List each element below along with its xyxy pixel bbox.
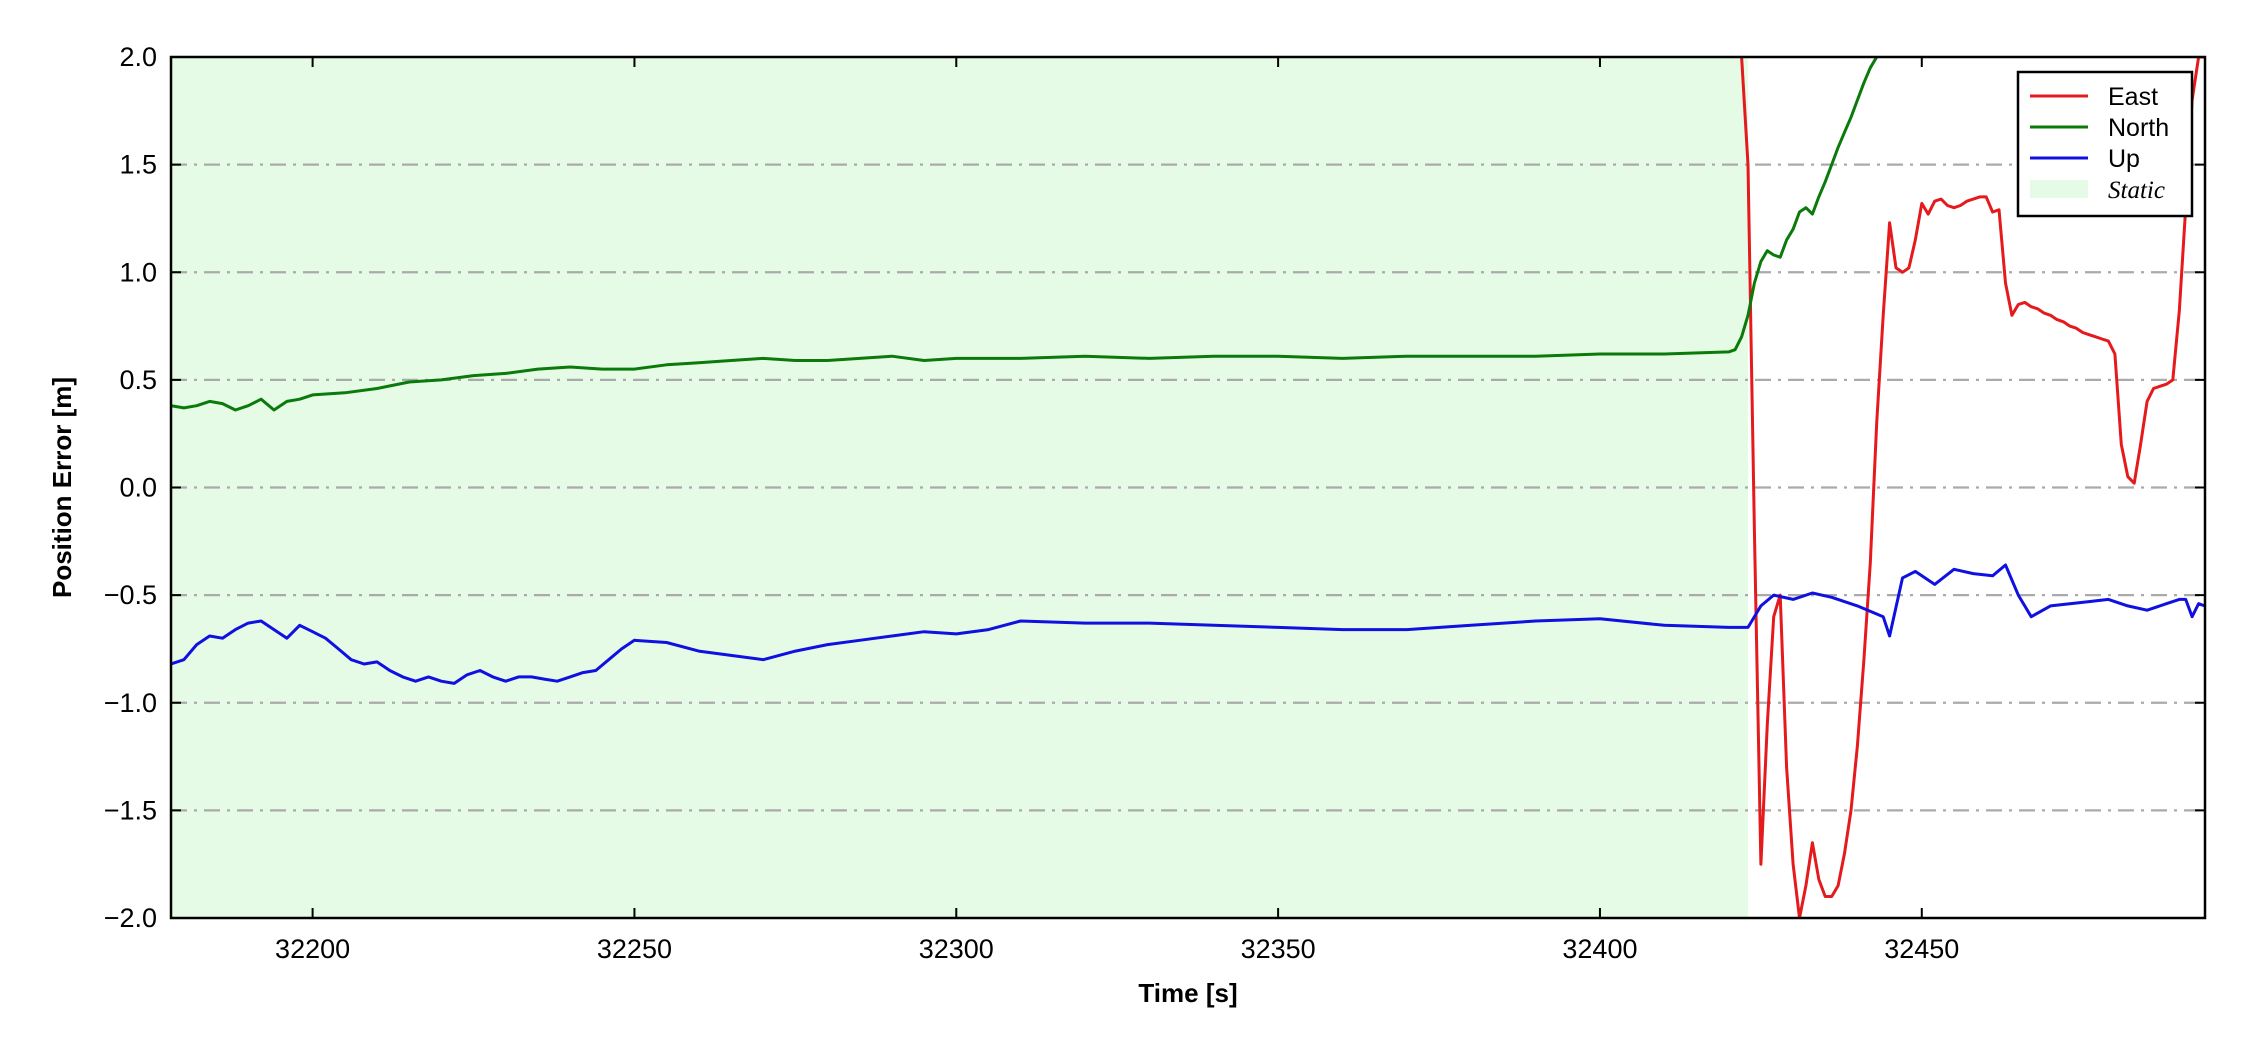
y-tick-label: 1.5 bbox=[119, 150, 157, 180]
y-tick-label: 0.5 bbox=[119, 365, 157, 395]
legend-swatch-static bbox=[2030, 180, 2088, 198]
legend: East North Up Static bbox=[2016, 70, 2194, 218]
x-tick-label: 32250 bbox=[597, 934, 672, 964]
y-tick-label: 2.0 bbox=[119, 42, 157, 72]
y-tick-label: −1.5 bbox=[104, 795, 157, 825]
static-region bbox=[171, 57, 1748, 918]
series-line-up bbox=[171, 563, 2205, 685]
series-line-east bbox=[1740, 57, 2205, 918]
x-tick-label: 32450 bbox=[1884, 934, 1959, 964]
x-axis-title: Time [s] bbox=[1138, 978, 1237, 1008]
legend-label-up: Up bbox=[2108, 145, 2140, 173]
x-tick-label: 32200 bbox=[275, 934, 350, 964]
legend-label-north: North bbox=[2108, 114, 2169, 142]
y-tick-label: 1.0 bbox=[119, 257, 157, 287]
y-tick-label: 0.0 bbox=[119, 473, 157, 503]
y-tick-label: −1.0 bbox=[104, 688, 157, 718]
legend-label-static: Static bbox=[2108, 177, 2165, 204]
series-line-north bbox=[171, 57, 1879, 412]
y-axis-title: Position Error [m] bbox=[47, 377, 77, 598]
y-tick-label: −0.5 bbox=[104, 580, 157, 610]
x-tick-label: 32350 bbox=[1241, 934, 1316, 964]
legend-label-east: East bbox=[2108, 83, 2158, 111]
x-tick-label: 32400 bbox=[1562, 934, 1637, 964]
y-tick-label: −2.0 bbox=[104, 903, 157, 933]
x-tick-label: 32300 bbox=[919, 934, 994, 964]
